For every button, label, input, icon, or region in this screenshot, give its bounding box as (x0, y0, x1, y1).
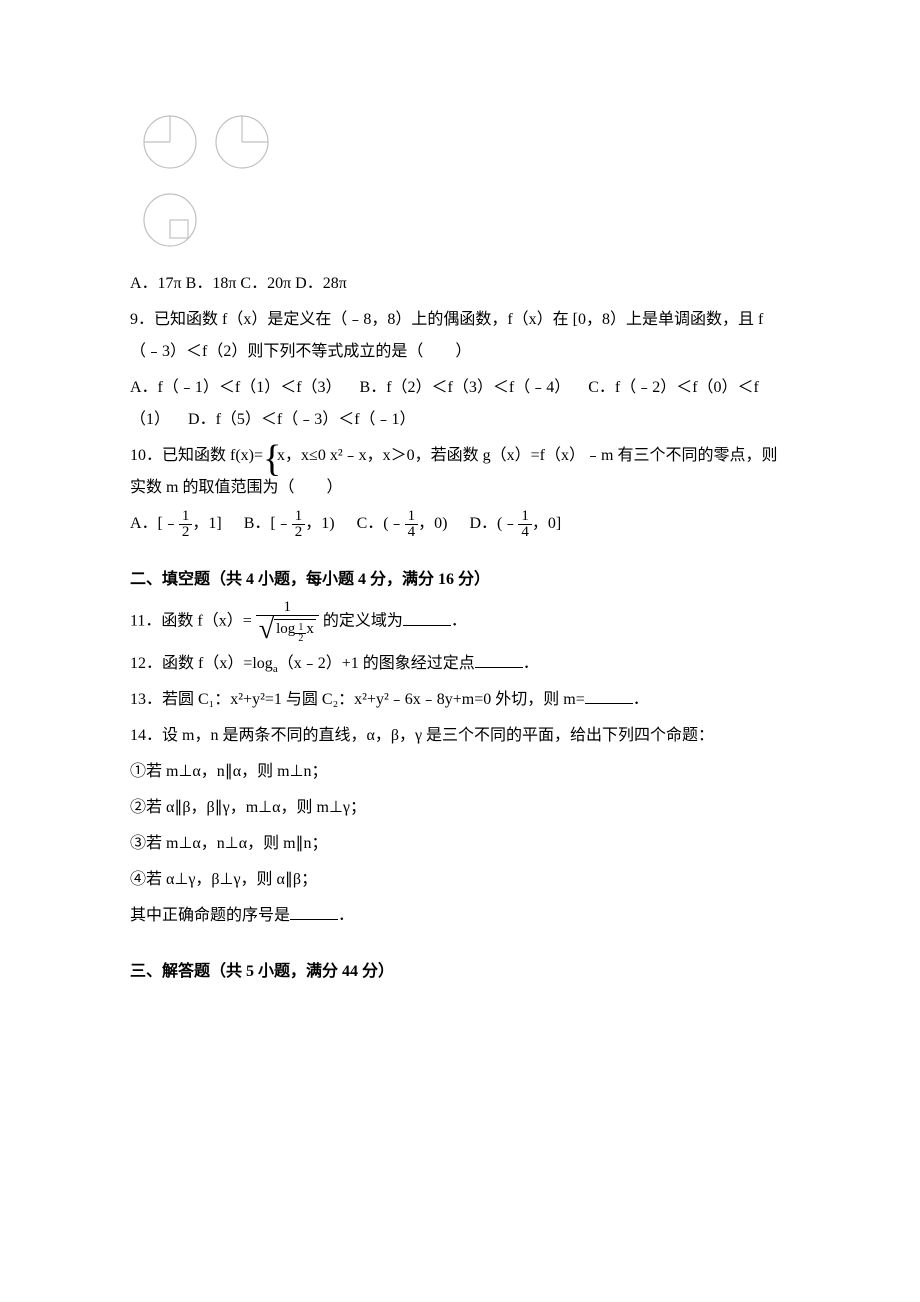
q9-opt-b: B．f（2）＜f（3）＜f（﹣4） (360, 379, 571, 396)
q10-piecewise: { x，x≤0 x²﹣x，x＞0 (263, 440, 415, 472)
q9-opt-a: A．f（﹣1）＜f（1）＜f（3） (130, 379, 342, 396)
log-arg: x (306, 621, 314, 637)
num: 1 (292, 509, 306, 525)
q9-options: A．f（﹣1）＜f（1）＜f（3） B．f（2）＜f（3）＜f（﹣4） C．f（… (130, 372, 790, 436)
q14: 14．设 m，n 是两条不同的直线，α，β，γ 是三个不同的平面，给出下列四个命… (130, 720, 790, 752)
q14-stem: 14．设 m，n 是两条不同的直线，α，β，γ 是三个不同的平面，给出下列四个命… (130, 727, 714, 744)
q10-c-pre: C．( (357, 515, 389, 532)
q10-d-post: ，0] (532, 515, 561, 532)
q14-blank (290, 903, 338, 920)
q10-tail: ，若函数 g（x）=f（x）﹣m 有三个不同的零点，则实数 m 的取值范围为（ … (130, 447, 777, 496)
minus: ﹣ (389, 515, 405, 532)
q11-period: ． (451, 613, 467, 630)
q10-piece1: x，x≤0 (277, 447, 326, 464)
q9-stem: 9．已知函数 f（x）是定义在（﹣8，8）上的偶函数，f（x）在 [0，8）上是… (130, 311, 763, 360)
q11-lead: 11．函数 f（x）= (130, 613, 252, 630)
q10-opt-a: A．[﹣12，1] (130, 515, 226, 532)
q14-p1: ①若 m⊥α，n∥α，则 m⊥n； (130, 756, 790, 788)
q10-d-pre: D．( (470, 515, 503, 532)
q13: 13．若圆 C₁：x²+y²=1 与圆 C₂：x²+y²﹣6x﹣8y+m=0 外… (130, 684, 790, 716)
q8-opt-b: B．18π (186, 275, 237, 292)
q8-options: A．17π B．18π C．20π D．28π (130, 268, 790, 300)
q10-opt-c: C．(﹣14，0) (357, 515, 452, 532)
q12-blank (475, 651, 523, 668)
q14-p3: ③若 m⊥α，n⊥α，则 m∥n； (130, 828, 790, 860)
q8-opt-a: A．17π (130, 275, 182, 292)
q12-period: ． (523, 655, 539, 672)
minus: ﹣ (502, 515, 518, 532)
sqrt-wrap: √log12x (259, 616, 316, 644)
den: 4 (518, 525, 532, 540)
section-2-title: 二、填空题（共 4 小题，每小题 4 分，满分 16 分） (130, 564, 790, 596)
frac-quarter: 14 (405, 509, 419, 540)
brace-icon: { (263, 440, 275, 472)
sqrt-body: log12x (274, 619, 316, 645)
q11-tail: 的定义域为 (323, 613, 403, 630)
q8-three-view (130, 110, 290, 260)
q12-lead: 12．函数 f（x）=log (130, 655, 273, 672)
num: 1 (179, 509, 193, 525)
num: 1 (518, 509, 532, 525)
q14-ask-line: 其中正确命题的序号是 ． (130, 900, 790, 932)
den: 2 (292, 525, 306, 540)
q10-options: A．[﹣12，1] B．[﹣12，1) C．(﹣14，0) D．(﹣14，0] (130, 508, 790, 540)
frac-half: 12 (292, 509, 306, 540)
section-3-title: 三、解答题（共 5 小题，满分 44 分） (130, 956, 790, 988)
q10-fx: f(x)= { x，x≤0 x²﹣x，x＞0 (230, 440, 415, 472)
num: 1 (405, 509, 419, 525)
q11-blank (403, 609, 451, 626)
minus: ﹣ (163, 515, 179, 532)
q11: 11．函数 f（x）= 1 √log12x 的定义域为 ． (130, 600, 790, 644)
q10-piece2: x²﹣x，x＞0 (330, 447, 415, 464)
den: 2 (295, 634, 306, 644)
q10-a-post: ，1] (192, 515, 221, 532)
q10-b-post: ，1) (305, 515, 334, 532)
frac-quarter: 14 (518, 509, 532, 540)
q14-p2: ②若 α∥β，β∥γ，m⊥α，则 m⊥γ； (130, 792, 790, 824)
q12: 12．函数 f（x）=loga（x﹣2）+1 的图象经过定点． (130, 648, 790, 680)
log-base: 12 (295, 623, 306, 644)
page-root: A．17π B．18π C．20π D．28π 9．已知函数 f（x）是定义在（… (0, 0, 920, 1048)
q9-opt-d: D．f（5）＜f（﹣3）＜f（﹣1） (188, 411, 416, 428)
q10-lead: 10．已知函数 (130, 447, 226, 464)
log-label: log (276, 621, 295, 637)
q8-opt-d: D．28π (295, 275, 347, 292)
q10-fx-label: f(x)= (230, 447, 263, 464)
sqrt-icon: √ (259, 616, 274, 644)
den: 2 (179, 525, 193, 540)
q8-opt-c: C．20π (240, 275, 291, 292)
q12-mid: （x﹣2）+1 的图象经过定点 (278, 655, 475, 672)
q10-a-pre: A．[ (130, 515, 163, 532)
q10-opt-b: B．[﹣12，1) (244, 515, 339, 532)
q10: 10．已知函数 f(x)= { x，x≤0 x²﹣x，x＞0 ，若函数 g（x）… (130, 440, 790, 504)
q13-blank (585, 687, 633, 704)
minus: ﹣ (276, 515, 292, 532)
q14-p4: ④若 α⊥γ，β⊥γ，则 α∥β； (130, 864, 790, 896)
q10-opt-d: D．(﹣14，0] (470, 515, 562, 532)
q13-period: ． (633, 691, 649, 708)
q11-fraction: 1 √log12x (256, 600, 319, 644)
q9: 9．已知函数 f（x）是定义在（﹣8，8）上的偶函数，f（x）在 [0，8）上是… (130, 304, 790, 368)
q11-denominator: √log12x (256, 616, 319, 644)
q10-c-post: ，0) (418, 515, 447, 532)
q10-b-pre: B．[ (244, 515, 276, 532)
frac-half: 12 (179, 509, 193, 540)
q14-period: ． (338, 907, 354, 924)
den: 4 (405, 525, 419, 540)
q13-lead: 13．若圆 C₁：x²+y²=1 与圆 C₂：x²+y²﹣6x﹣8y+m=0 外… (130, 691, 585, 708)
q14-ask: 其中正确命题的序号是 (130, 907, 290, 924)
q8-figures (130, 110, 790, 260)
